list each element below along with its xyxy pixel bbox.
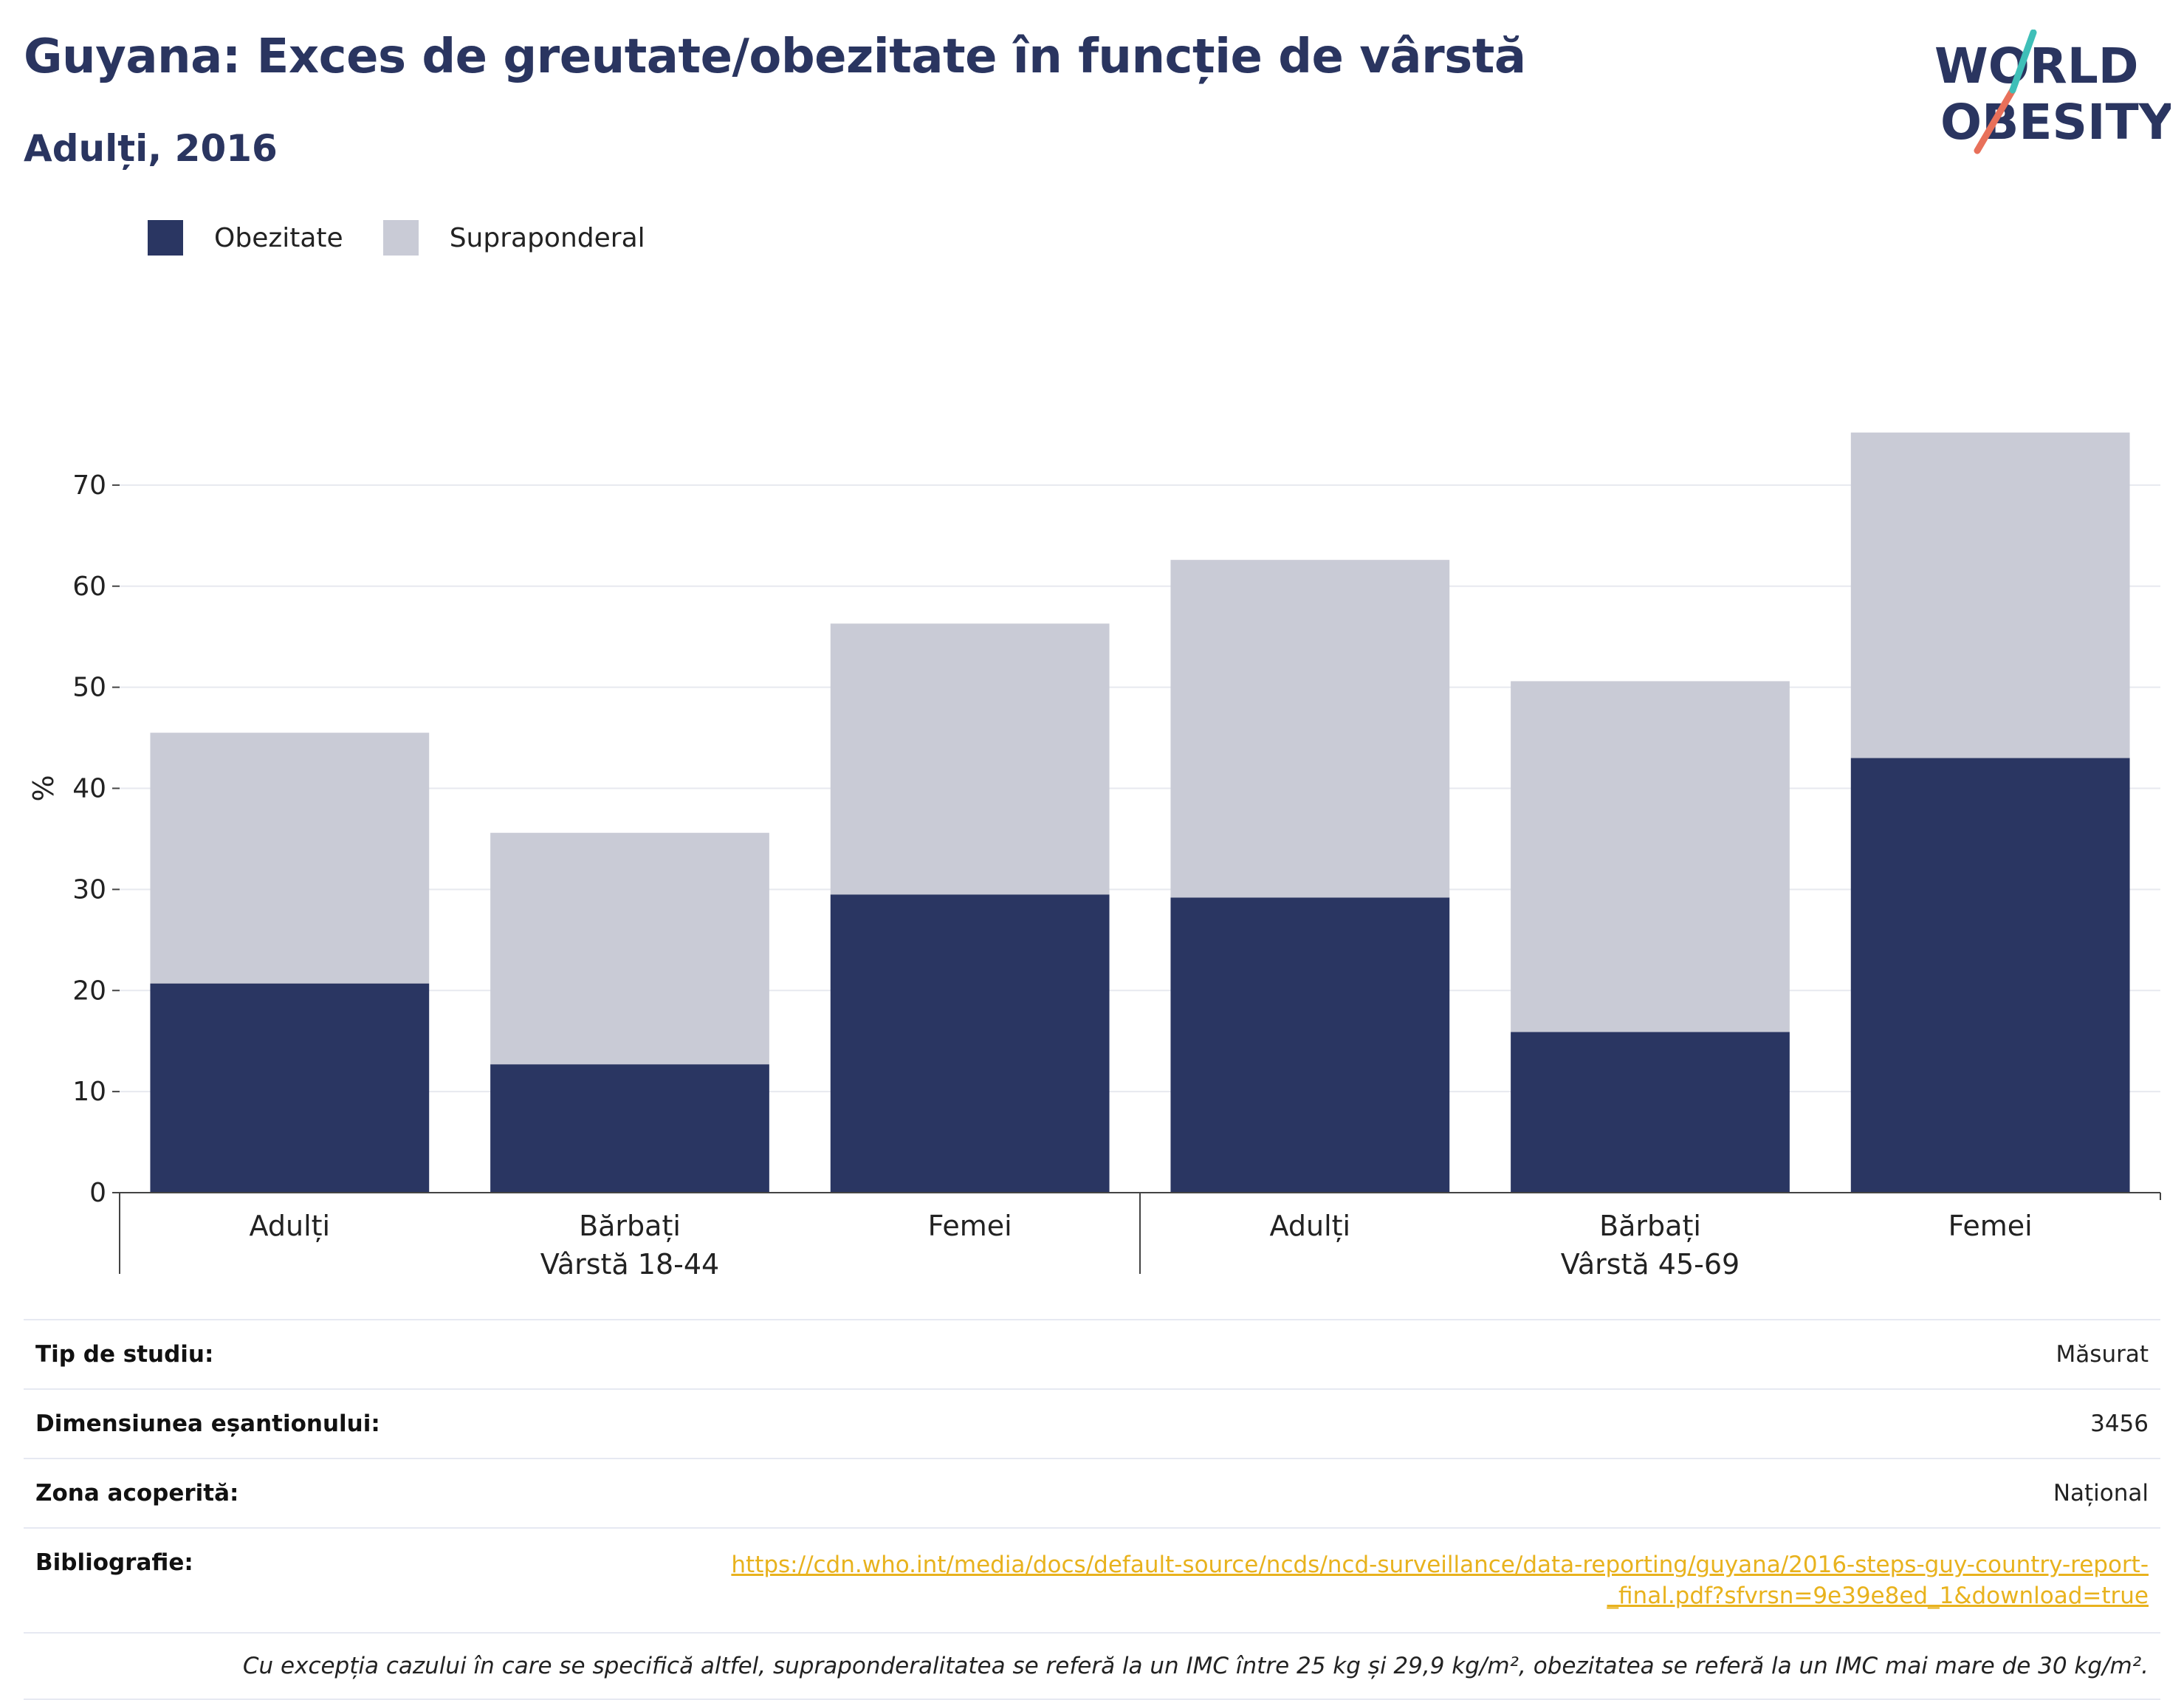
x-tick-label: Femei xyxy=(1948,1210,2033,1242)
bar-obezitate xyxy=(830,894,1110,1193)
logo-line2: OBESITY xyxy=(1940,94,2171,151)
y-tick-label: 0 xyxy=(89,1178,106,1208)
x-tick-label: Adulți xyxy=(1270,1210,1351,1242)
info-row-bibliography: Bibliografie: https://cdn.who.int/media/… xyxy=(24,1527,2160,1632)
info-row-coverage: Zona acoperită: Național xyxy=(24,1458,2160,1527)
stacked-bar-chart: 0 10 20 30 40 50 60 70% Adulți Bărbați Femei Adulți… xyxy=(27,432,2161,1281)
y-tick-label: 30 xyxy=(72,874,106,905)
info-value: 3456 xyxy=(2090,1411,2149,1437)
x-tick-label: Bărbați xyxy=(579,1210,681,1242)
legend-item-obezitate: Obezitate xyxy=(148,220,343,256)
info-row-sample-size: Dimensiunea eșantionului: 3456 xyxy=(24,1388,2160,1458)
legend-label-supraponderal: Supraponderal xyxy=(449,222,645,253)
world-obesity-logo: WORLD OBESITY xyxy=(1934,30,2171,154)
bar-supraponderal xyxy=(490,832,769,1065)
bar-supraponderal xyxy=(1850,432,2130,758)
bar-supraponderal xyxy=(830,623,1110,895)
legend-swatch-obezitate xyxy=(148,220,183,256)
chart-legend: Obezitate Supraponderal xyxy=(148,220,685,256)
legend-label-obezitate: Obezitate xyxy=(214,222,343,253)
bar-obezitate xyxy=(1511,1032,1790,1193)
bar-obezitate xyxy=(490,1064,769,1193)
info-row-study-type: Tip de studiu: Măsurat xyxy=(24,1319,2160,1388)
bar-obezitate xyxy=(150,983,430,1193)
x-tick-label: Bărbați xyxy=(1599,1210,1701,1242)
y-tick-label: 70 xyxy=(72,470,106,501)
bar-supraponderal xyxy=(150,733,430,984)
group-label: Vârstă 45-69 xyxy=(1561,1248,1740,1281)
logo-line1: WORLD xyxy=(1934,38,2139,95)
definition-note: Cu excepția cazului în care se specifică… xyxy=(24,1632,2160,1700)
info-label: Bibliografie: xyxy=(35,1549,193,1576)
x-tick-label: Adulți xyxy=(250,1210,331,1242)
info-label: Zona acoperită: xyxy=(35,1480,239,1507)
bar-obezitate xyxy=(1850,758,2130,1193)
group-label: Vârstă 18-44 xyxy=(540,1248,719,1281)
legend-swatch-supraponderal xyxy=(382,220,419,256)
y-tick-label: 40 xyxy=(72,774,106,804)
x-tick-label: Femei xyxy=(928,1210,1012,1242)
bar-supraponderal xyxy=(1511,681,1790,1032)
info-value: Național xyxy=(2053,1480,2149,1507)
chart-subtitle: Adulți, 2016 xyxy=(24,127,278,170)
y-axis-label: % xyxy=(27,775,60,801)
chart-title: Guyana: Exces de greutate/obezitate în f… xyxy=(24,30,1526,84)
bibliography-link[interactable]: https://cdn.who.int/media/docs/default-s… xyxy=(731,1552,2149,1609)
y-tick-label: 10 xyxy=(72,1077,106,1107)
legend-item-supraponderal: Supraponderal xyxy=(382,220,645,256)
study-info-table: Tip de studiu: Măsurat Dimensiunea eșant… xyxy=(24,1319,2160,1700)
info-label: Tip de studiu: xyxy=(35,1341,214,1368)
y-tick-label: 20 xyxy=(72,976,106,1006)
info-value: Măsurat xyxy=(2056,1341,2149,1368)
y-tick-label: 50 xyxy=(72,673,106,703)
bar-obezitate xyxy=(1170,897,1450,1193)
bar-supraponderal xyxy=(1170,560,1450,898)
info-label: Dimensiunea eșantionului: xyxy=(35,1411,380,1437)
y-tick-label: 60 xyxy=(72,572,106,602)
